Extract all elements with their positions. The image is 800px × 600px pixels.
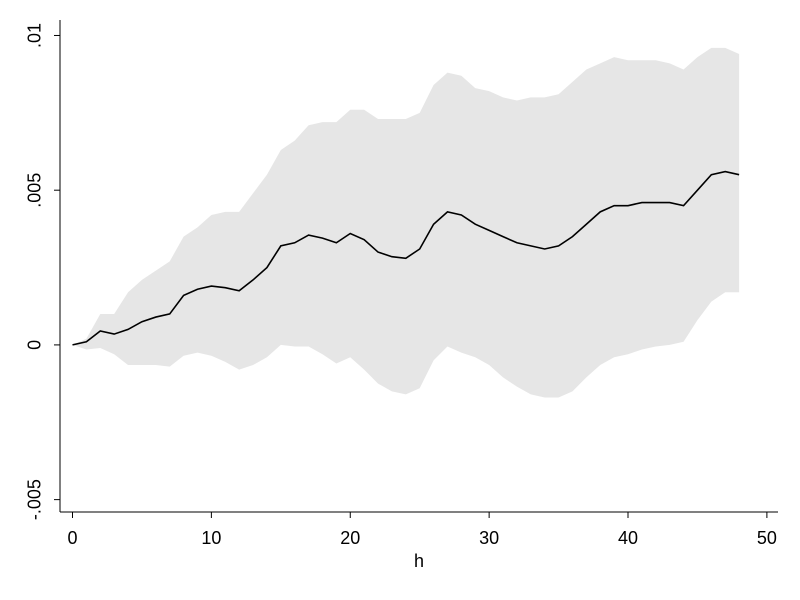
x-tick-label: 20 (340, 528, 360, 548)
x-axis-label: h (414, 551, 424, 571)
x-tick-label: 0 (67, 528, 77, 548)
x-tick-label: 30 (479, 528, 499, 548)
x-tick-label: 40 (618, 528, 638, 548)
confidence-band (72, 47, 740, 398)
x-tick-label: 50 (757, 528, 777, 548)
y-tick-label: 0 (25, 340, 45, 350)
x-tick-label: 10 (201, 528, 221, 548)
line (72, 170, 740, 346)
y-tick-label: .005 (25, 173, 45, 208)
y-tick-label: -.005 (25, 479, 45, 520)
y-tick-label: .01 (25, 23, 45, 48)
